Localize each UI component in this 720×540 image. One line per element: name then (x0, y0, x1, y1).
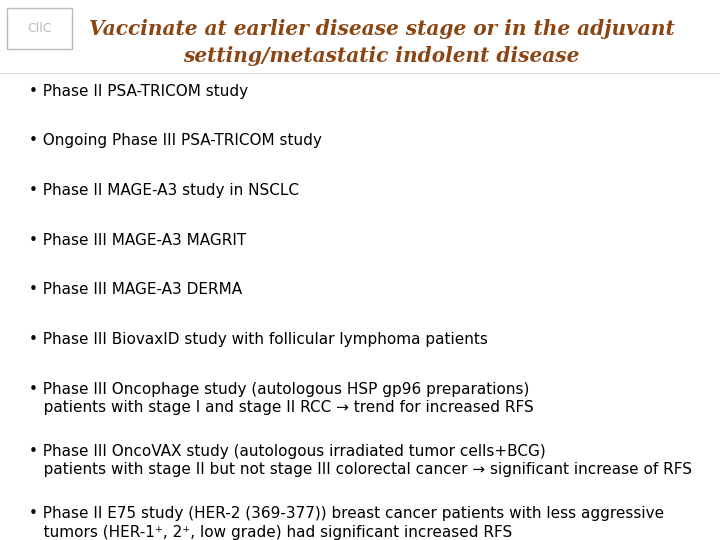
Text: • Phase II E75 study (HER-2 (369-377)) breast cancer patients with less aggressi: • Phase II E75 study (HER-2 (369-377)) b… (29, 506, 664, 539)
Text: Vaccinate at earlier disease stage or in the adjuvant
setting/metastatic indolen: Vaccinate at earlier disease stage or in… (89, 19, 675, 66)
Text: • Phase III OncoVAX study (autologous irradiated tumor cells+BCG)
   patients wi: • Phase III OncoVAX study (autologous ir… (29, 444, 692, 477)
Text: • Phase III Oncophage study (autologous HSP gp96 preparations)
   patients with : • Phase III Oncophage study (autologous … (29, 382, 534, 415)
Text: • Phase III BiovaxID study with follicular lymphoma patients: • Phase III BiovaxID study with follicul… (29, 332, 487, 347)
Text: CllC: CllC (27, 22, 52, 35)
FancyBboxPatch shape (7, 8, 72, 49)
Text: • Ongoing Phase III PSA-TRICOM study: • Ongoing Phase III PSA-TRICOM study (29, 133, 322, 148)
Text: • Phase III MAGE-A3 MAGRIT: • Phase III MAGE-A3 MAGRIT (29, 233, 246, 248)
Text: • Phase II PSA-TRICOM study: • Phase II PSA-TRICOM study (29, 84, 248, 99)
Text: • Phase III MAGE-A3 DERMA: • Phase III MAGE-A3 DERMA (29, 282, 242, 298)
Text: • Phase II MAGE-A3 study in NSCLC: • Phase II MAGE-A3 study in NSCLC (29, 183, 299, 198)
